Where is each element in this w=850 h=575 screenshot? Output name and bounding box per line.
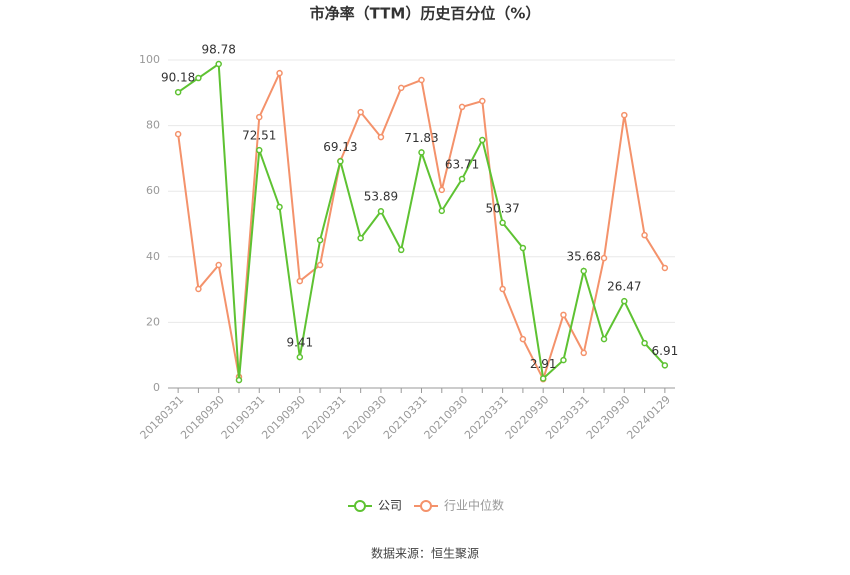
data-label: 26.47 bbox=[607, 280, 641, 294]
data-point bbox=[397, 84, 405, 92]
data-point bbox=[276, 203, 283, 211]
data-label: 69.13 bbox=[323, 140, 357, 154]
data-point bbox=[256, 113, 263, 121]
legend-marker bbox=[354, 500, 366, 512]
data-point bbox=[621, 297, 628, 305]
data-point bbox=[479, 136, 486, 144]
data-point bbox=[174, 88, 182, 96]
data-point bbox=[600, 254, 608, 262]
data-point bbox=[357, 234, 364, 242]
data-point bbox=[519, 335, 527, 343]
data-point bbox=[438, 186, 446, 194]
data-point bbox=[215, 261, 222, 269]
source-note: 数据来源：恒生聚源 bbox=[371, 546, 479, 561]
data-point bbox=[458, 103, 466, 111]
data-point bbox=[641, 231, 648, 239]
data-label: 35.68 bbox=[567, 249, 601, 263]
data-point bbox=[174, 130, 182, 138]
data-point bbox=[256, 146, 263, 154]
data-point bbox=[235, 376, 243, 384]
data-point bbox=[641, 339, 648, 347]
data-point bbox=[438, 207, 446, 215]
data-point bbox=[296, 353, 304, 361]
data-label: 71.83 bbox=[404, 131, 438, 145]
y-tick-label: 80 bbox=[146, 119, 160, 132]
x-tick-label: 20240129 bbox=[624, 393, 673, 442]
legend-marker bbox=[420, 500, 432, 512]
y-tick-label: 100 bbox=[139, 53, 160, 66]
data-point bbox=[560, 311, 567, 319]
legend-item: 行业中位数 bbox=[414, 498, 504, 513]
data-point bbox=[195, 285, 202, 293]
y-tick-label: 20 bbox=[146, 315, 160, 328]
data-point bbox=[418, 149, 425, 156]
data-point bbox=[418, 76, 425, 84]
data-point bbox=[357, 108, 364, 116]
data-label: 72.51 bbox=[242, 129, 276, 143]
data-label: 2.91 bbox=[530, 357, 557, 371]
data-point bbox=[296, 277, 304, 285]
data-point bbox=[580, 349, 587, 357]
data-point bbox=[479, 97, 486, 105]
data-label: 98.78 bbox=[202, 43, 236, 57]
data-point bbox=[661, 264, 669, 272]
y-tick-label: 60 bbox=[146, 184, 160, 197]
data-point bbox=[397, 246, 405, 254]
data-label: 6.91 bbox=[652, 344, 679, 358]
legend-label: 公司 bbox=[378, 499, 402, 513]
data-label: 50.37 bbox=[485, 201, 519, 215]
data-label: 9.41 bbox=[286, 336, 313, 350]
y-tick-label: 40 bbox=[146, 250, 160, 263]
data-point bbox=[519, 244, 527, 252]
data-point bbox=[377, 207, 385, 215]
chart-title: 市净率（TTM）历史百分位（%） bbox=[310, 5, 541, 23]
data-point bbox=[458, 175, 466, 183]
data-point bbox=[539, 375, 547, 382]
data-point bbox=[276, 69, 283, 77]
data-point bbox=[377, 133, 385, 141]
data-label: 63.71 bbox=[445, 158, 479, 172]
data-point bbox=[499, 285, 506, 293]
legend-label: 行业中位数 bbox=[444, 498, 504, 513]
y-tick-label: 0 bbox=[153, 381, 160, 394]
data-point bbox=[316, 261, 324, 269]
data-point bbox=[316, 236, 324, 244]
data-point bbox=[215, 60, 222, 68]
data-point bbox=[195, 74, 202, 82]
data-label: 90.18 bbox=[161, 71, 195, 85]
data-point bbox=[661, 362, 669, 369]
series-line bbox=[177, 69, 666, 382]
data-label: 53.89 bbox=[364, 190, 398, 204]
data-point bbox=[337, 158, 344, 165]
data-point bbox=[621, 111, 628, 119]
data-point bbox=[499, 219, 506, 227]
data-point bbox=[560, 356, 567, 364]
data-point bbox=[580, 267, 587, 275]
data-point bbox=[600, 335, 608, 343]
legend-item: 公司 bbox=[348, 499, 402, 513]
